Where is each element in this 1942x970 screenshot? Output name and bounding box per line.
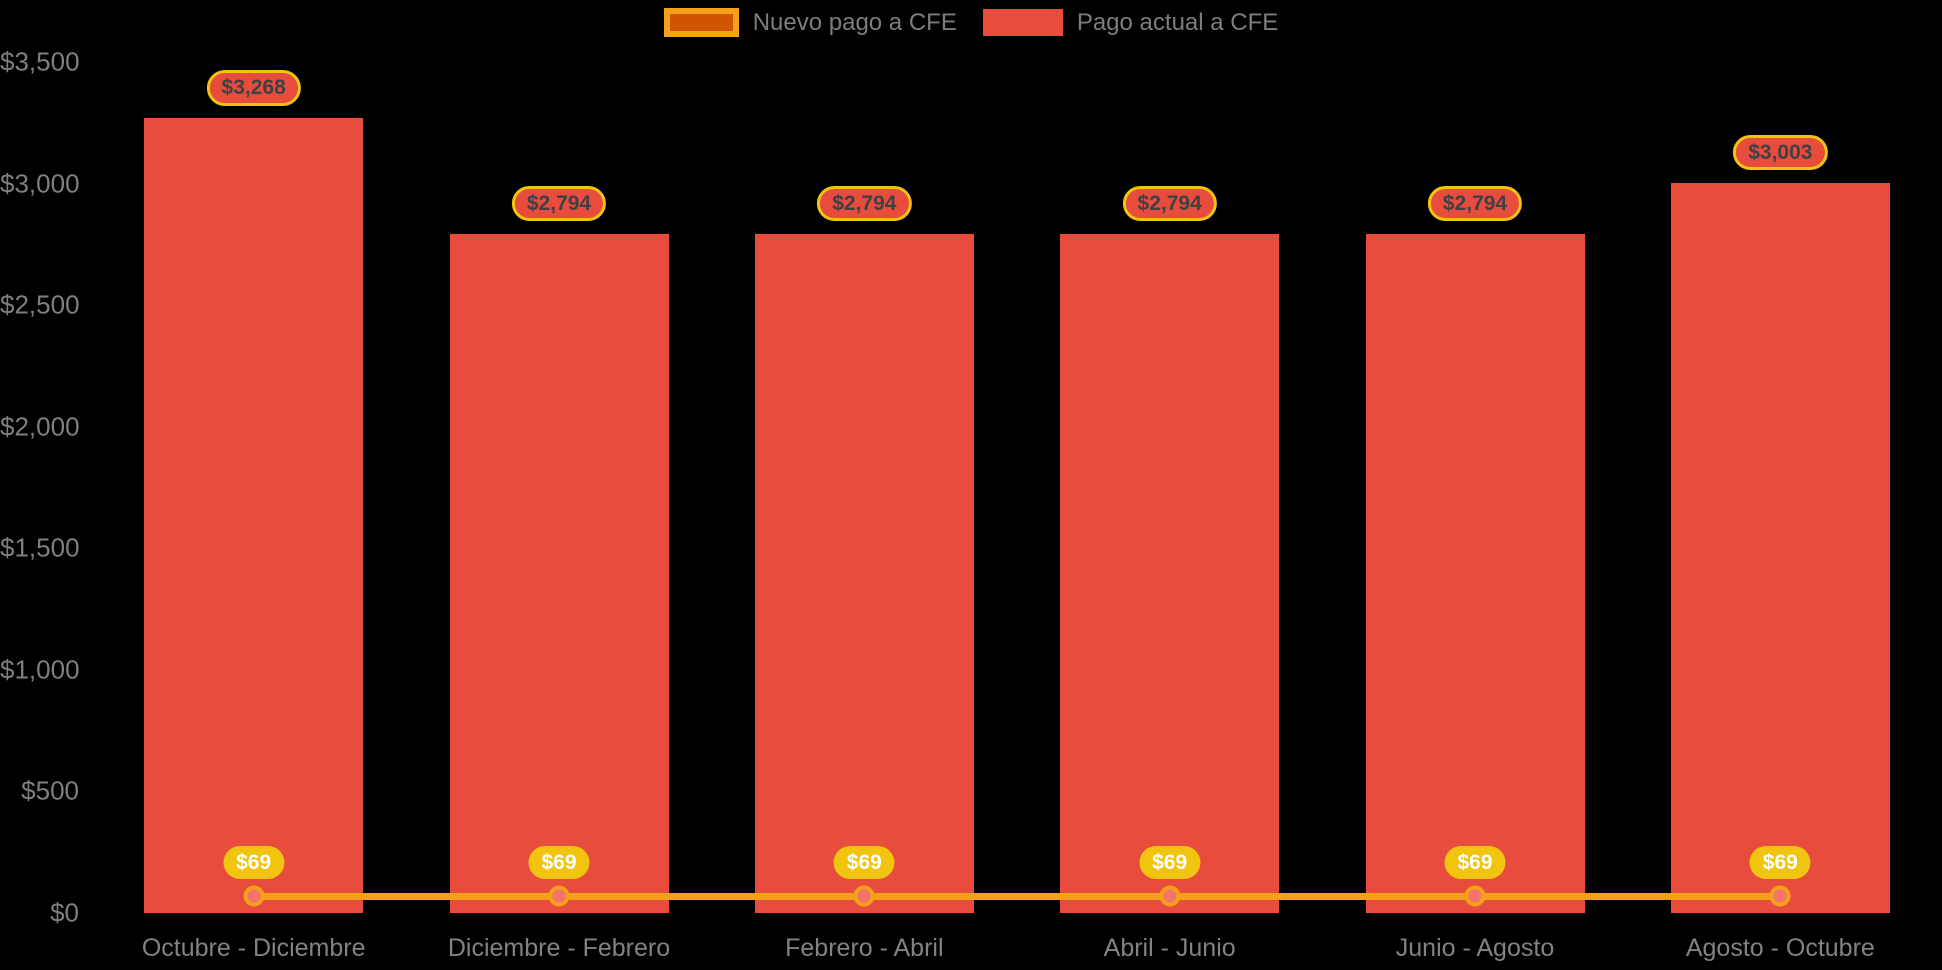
y-axis-tick-label: $1,500 bbox=[0, 532, 80, 563]
bar-pago-actual[interactable] bbox=[1060, 233, 1280, 913]
line-marker[interactable] bbox=[243, 885, 265, 907]
line-value-badge: $69 bbox=[1444, 846, 1506, 880]
x-axis-category-label: Junio - Agosto bbox=[1395, 934, 1555, 962]
bar-value-badge: $2,794 bbox=[511, 185, 607, 221]
line-value-badge: $69 bbox=[223, 846, 285, 880]
chart-legend: Nuevo pago a CFE Pago actual a CFE bbox=[0, 8, 1942, 37]
bar-value-badge: $2,794 bbox=[817, 185, 912, 221]
bar-pago-actual[interactable] bbox=[1670, 182, 1890, 913]
line-value-badge: $69 bbox=[528, 846, 590, 880]
line-marker[interactable] bbox=[853, 885, 875, 907]
x-axis-category-label: Abril - Junio bbox=[1103, 934, 1236, 962]
legend-item-nuevo-pago[interactable]: Nuevo pago a CFE bbox=[663, 8, 957, 37]
y-axis-tick-label: $3,000 bbox=[0, 168, 80, 199]
x-axis-category-label: Agosto - Octubre bbox=[1685, 934, 1875, 962]
bar-pago-actual[interactable] bbox=[144, 118, 364, 913]
line-marker[interactable] bbox=[548, 885, 570, 907]
line-value-badge: $69 bbox=[833, 846, 895, 880]
x-axis-category-label: Octubre - Diciembre bbox=[141, 934, 366, 962]
x-axis-category-label: Febrero - Abril bbox=[785, 934, 944, 962]
line-marker[interactable] bbox=[1159, 885, 1181, 907]
bar-value-badge: $3,268 bbox=[206, 70, 301, 106]
legend-label: Nuevo pago a CFE bbox=[752, 8, 957, 36]
line-nuevo-pago bbox=[253, 892, 1781, 900]
line-marker[interactable] bbox=[1769, 885, 1791, 907]
bar-pago-actual[interactable] bbox=[754, 233, 974, 913]
y-axis-tick-label: $500 bbox=[21, 775, 79, 806]
legend-item-pago-actual[interactable]: Pago actual a CFE bbox=[982, 8, 1279, 37]
y-axis-tick-label: $1,000 bbox=[0, 654, 80, 685]
x-axis-category-label: Diciembre - Febrero bbox=[447, 934, 671, 962]
line-value-badge: $69 bbox=[1749, 846, 1811, 880]
bar-pago-actual[interactable] bbox=[1365, 233, 1585, 913]
y-axis-tick-label: $3,500 bbox=[0, 46, 80, 77]
y-axis-tick-label: $0 bbox=[50, 897, 79, 928]
bar-pago-actual[interactable] bbox=[449, 233, 669, 913]
line-marker[interactable] bbox=[1464, 885, 1486, 907]
y-axis-tick-label: $2,000 bbox=[0, 411, 80, 442]
bar-value-badge: $2,794 bbox=[1427, 185, 1523, 221]
line-value-badge: $69 bbox=[1139, 846, 1201, 880]
bar-value-badge: $2,794 bbox=[1122, 185, 1217, 221]
legend-swatch-line-series-icon bbox=[663, 8, 739, 37]
legend-label: Pago actual a CFE bbox=[1076, 8, 1279, 36]
bar-value-badge: $3,003 bbox=[1733, 134, 1828, 171]
legend-swatch-bar-series-icon bbox=[982, 9, 1063, 36]
y-axis-tick-label: $2,500 bbox=[0, 289, 80, 320]
